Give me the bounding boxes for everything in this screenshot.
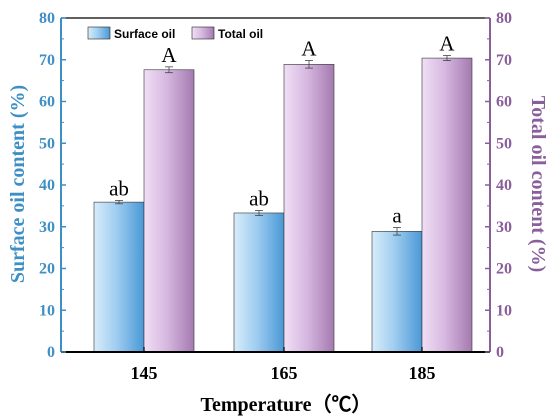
bar-surface-oil-165 xyxy=(233,212,285,353)
y-left-tick-label-20: 20 xyxy=(39,261,55,278)
bar-total-oil-165 xyxy=(283,64,335,353)
y-right-tick-label-20: 20 xyxy=(496,261,512,278)
y-left-tick-label-0: 0 xyxy=(47,344,55,361)
significance-label-total-oil-185: A xyxy=(439,32,455,56)
bar-surface-oil-185 xyxy=(371,231,423,353)
y-right-tick-label-50: 50 xyxy=(496,135,512,152)
y-left-tick-label-30: 30 xyxy=(39,219,55,236)
bar-surface-oil-145 xyxy=(93,201,145,353)
x-tick-label-145: 145 xyxy=(131,363,158,383)
y-right-tick-label-30: 30 xyxy=(496,219,512,236)
y-axis-right-title: Total oil content (%) xyxy=(527,96,549,272)
y-left-tick-label-70: 70 xyxy=(39,52,55,69)
significance-label-surface-oil-165: ab xyxy=(249,186,269,210)
y-left-tick-label-40: 40 xyxy=(39,177,55,194)
y-left-tick-label-80: 80 xyxy=(39,10,55,27)
y-left-tick-label-10: 10 xyxy=(39,302,55,319)
y-left-tick-label-50: 50 xyxy=(39,135,55,152)
y-right-tick-label-40: 40 xyxy=(496,177,512,194)
x-tick-label-185: 185 xyxy=(409,363,436,383)
legend-swatch-total-oil xyxy=(191,26,215,40)
legend-label-surface-oil: Surface oil xyxy=(114,27,175,41)
legend-swatch-surface-oil xyxy=(87,26,111,40)
y-right-tick-label-10: 10 xyxy=(496,302,512,319)
legend-label-total-oil: Total oil xyxy=(218,27,263,41)
significance-label-surface-oil-145: ab xyxy=(109,176,129,200)
significance-label-total-oil-165: A xyxy=(301,37,317,61)
y-right-tick-label-60: 60 xyxy=(496,94,512,111)
y-left-tick-label-60: 60 xyxy=(39,94,55,111)
y-right-tick-label-0: 0 xyxy=(496,344,504,361)
x-axis-title: Temperature（℃） xyxy=(200,393,371,416)
chart-legend: Surface oil Total oil xyxy=(87,26,263,41)
y-right-tick-label-80: 80 xyxy=(496,10,512,27)
x-tick-label-165: 165 xyxy=(271,363,298,383)
y-right-tick-label-70: 70 xyxy=(496,52,512,69)
bar-total-oil-185 xyxy=(421,57,473,353)
significance-label-surface-oil-185: a xyxy=(392,204,402,228)
y-axis-left-title: Surface oil content (%) xyxy=(7,85,29,283)
bar-total-oil-145 xyxy=(143,69,195,353)
significance-label-total-oil-145: A xyxy=(161,43,177,67)
